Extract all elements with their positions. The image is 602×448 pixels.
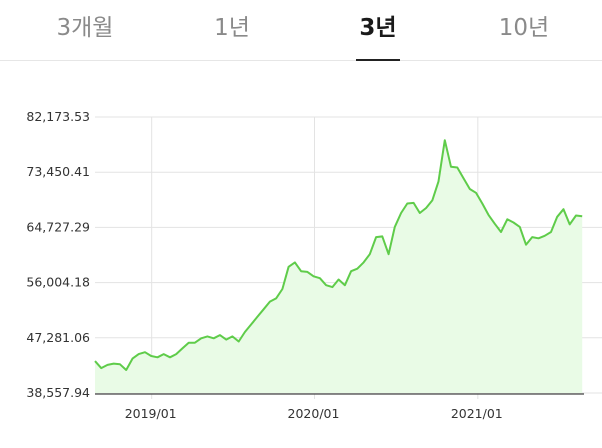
period-tabs: 3개월 1년 3년 10년 — [0, 0, 602, 61]
series-area — [95, 140, 583, 393]
tab-3-months[interactable]: 3개월 — [25, 8, 145, 52]
x-tick-label: 2019/01 — [125, 406, 177, 421]
series-line — [94, 139, 583, 371]
tab-label: 3개월 — [56, 15, 114, 41]
tab-10-years[interactable]: 10년 — [464, 8, 584, 52]
tab-label: 3년 — [359, 15, 397, 41]
y-tick-label: 47,281.06 — [26, 330, 90, 345]
x-tick-label: 2020/01 — [288, 406, 340, 421]
y-tick-label: 64,727.29 — [26, 219, 90, 234]
tab-label: 1년 — [214, 15, 250, 41]
y-tick-label: 56,004.18 — [26, 275, 90, 290]
x-tick-label: 2021/01 — [451, 406, 503, 421]
tab-1-year[interactable]: 1년 — [172, 8, 292, 52]
y-tick-label: 38,557.94 — [26, 385, 90, 400]
price-chart: 82,173.53 73,450.41 64,727.29 56,004.18 47,2… — [26, 109, 602, 421]
tab-3-years[interactable]: 3년 — [318, 8, 438, 61]
tab-label: 10년 — [498, 15, 550, 41]
y-tick-label: 82,173.53 — [26, 109, 90, 124]
y-tick-label: 73,450.41 — [26, 164, 90, 179]
active-tab-indicator — [356, 59, 400, 61]
